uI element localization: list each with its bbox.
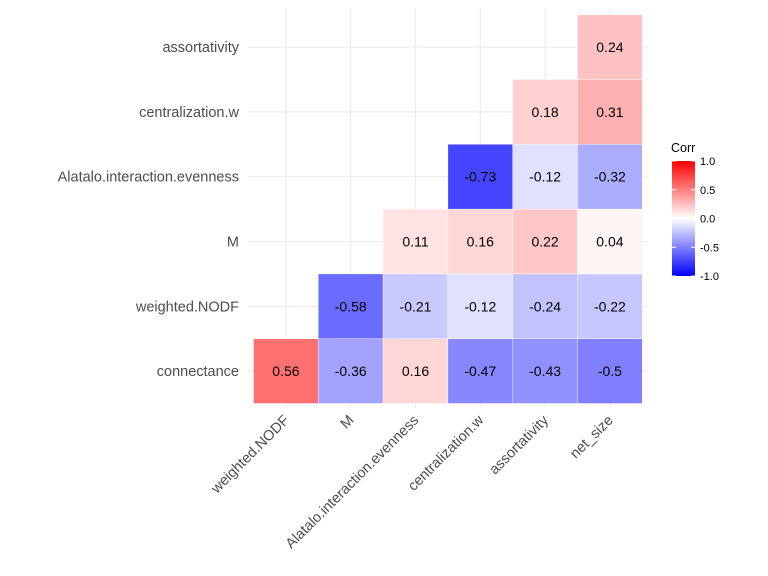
cell-value-label: -0.21 bbox=[400, 298, 432, 314]
heatmap-cells: 0.56 -0.36 0.16 -0.47 -0.43 -0.5 -0.58 -0.21 -0.… bbox=[253, 14, 643, 404]
heatmap-cell bbox=[577, 273, 643, 339]
heatmap-cell bbox=[447, 208, 513, 275]
heatmap-cell bbox=[577, 14, 643, 80]
cell-value-label: 0.16 bbox=[467, 234, 494, 250]
cell-value-label: -0.43 bbox=[529, 363, 561, 379]
heatmap-cell bbox=[447, 144, 513, 210]
cell-value-label: 0.31 bbox=[596, 104, 623, 120]
x-tick-label: Alatalo.interaction.evenness bbox=[283, 413, 423, 553]
cell-value-label: -0.24 bbox=[529, 298, 561, 314]
x-axis-labels: weighted.NODF MAlatalo.interaction.evenne… bbox=[208, 412, 617, 552]
cell-value-label: -0.12 bbox=[464, 298, 496, 314]
heatmap-cell bbox=[318, 273, 384, 339]
cell-value-label: -0.12 bbox=[529, 169, 561, 185]
cell-value-label: 0.11 bbox=[402, 234, 428, 250]
heatmap-cell bbox=[253, 338, 319, 404]
heatmap-cell bbox=[382, 273, 449, 339]
cell-value-label: -0.32 bbox=[594, 169, 626, 185]
cell-value-label: 0.24 bbox=[596, 39, 623, 55]
legend-tick-label: 0.0 bbox=[700, 214, 715, 226]
y-tick-label: assortativity bbox=[162, 40, 239, 56]
cell-value-label: -0.58 bbox=[335, 298, 367, 314]
heatmap-cell bbox=[512, 208, 578, 275]
y-tick-label: connectance bbox=[157, 364, 239, 380]
cell-value-label: 0.18 bbox=[531, 104, 558, 120]
x-tick-label: assortativity bbox=[486, 412, 552, 478]
y-tick-label: centralization.w bbox=[139, 105, 239, 121]
cell-value-label: 0.16 bbox=[402, 363, 429, 379]
y-tick-label: weighted.NODF bbox=[135, 299, 239, 315]
cell-value-label: -0.47 bbox=[464, 363, 496, 379]
x-tick-label: M bbox=[338, 413, 358, 433]
legend-colorbar bbox=[672, 161, 695, 276]
heatmap-cell bbox=[512, 338, 578, 404]
heatmap-cell bbox=[577, 79, 643, 145]
heatmap-cell bbox=[382, 208, 449, 275]
legend-ticks: 1.0 0.5 0.0 -0.5 -1.0 bbox=[672, 156, 719, 283]
x-tick-label: net_size bbox=[567, 413, 617, 463]
legend-tick-label: 0.5 bbox=[700, 185, 715, 197]
heatmap-cell bbox=[577, 338, 643, 404]
heatmap-cell bbox=[577, 208, 643, 275]
cell-value-label: -0.5 bbox=[598, 363, 622, 379]
cell-value-label: 0.56 bbox=[272, 363, 299, 379]
y-tick-label: Alatalo.interaction.evenness bbox=[58, 170, 239, 186]
cell-value-label: 0.22 bbox=[531, 234, 558, 250]
color-legend: Corr 1.0 0.5 0.0 -0.5 -1.0 bbox=[671, 141, 719, 283]
legend-title: Corr bbox=[671, 141, 695, 155]
heatmap-cell bbox=[512, 273, 578, 339]
x-tick-label: weighted.NODF bbox=[208, 412, 293, 497]
cell-value-label: -0.36 bbox=[335, 363, 367, 379]
heatmap-cell bbox=[577, 144, 643, 210]
legend-tick-label: -0.5 bbox=[700, 242, 719, 254]
cell-value-label: -0.73 bbox=[464, 169, 496, 185]
heatmap-cell bbox=[318, 338, 384, 404]
cell-value-label: -0.22 bbox=[594, 298, 626, 314]
cell-value-label: 0.04 bbox=[596, 234, 623, 250]
legend-tick-label: -1.0 bbox=[700, 271, 719, 283]
y-tick-label: M bbox=[227, 235, 239, 251]
legend-tick-label: 1.0 bbox=[700, 156, 715, 168]
y-axis-labels: connectance weighted.NODF M Alatalo.interac… bbox=[58, 40, 240, 380]
heatmap-cell bbox=[512, 144, 578, 210]
heatmap-cell bbox=[512, 79, 578, 145]
